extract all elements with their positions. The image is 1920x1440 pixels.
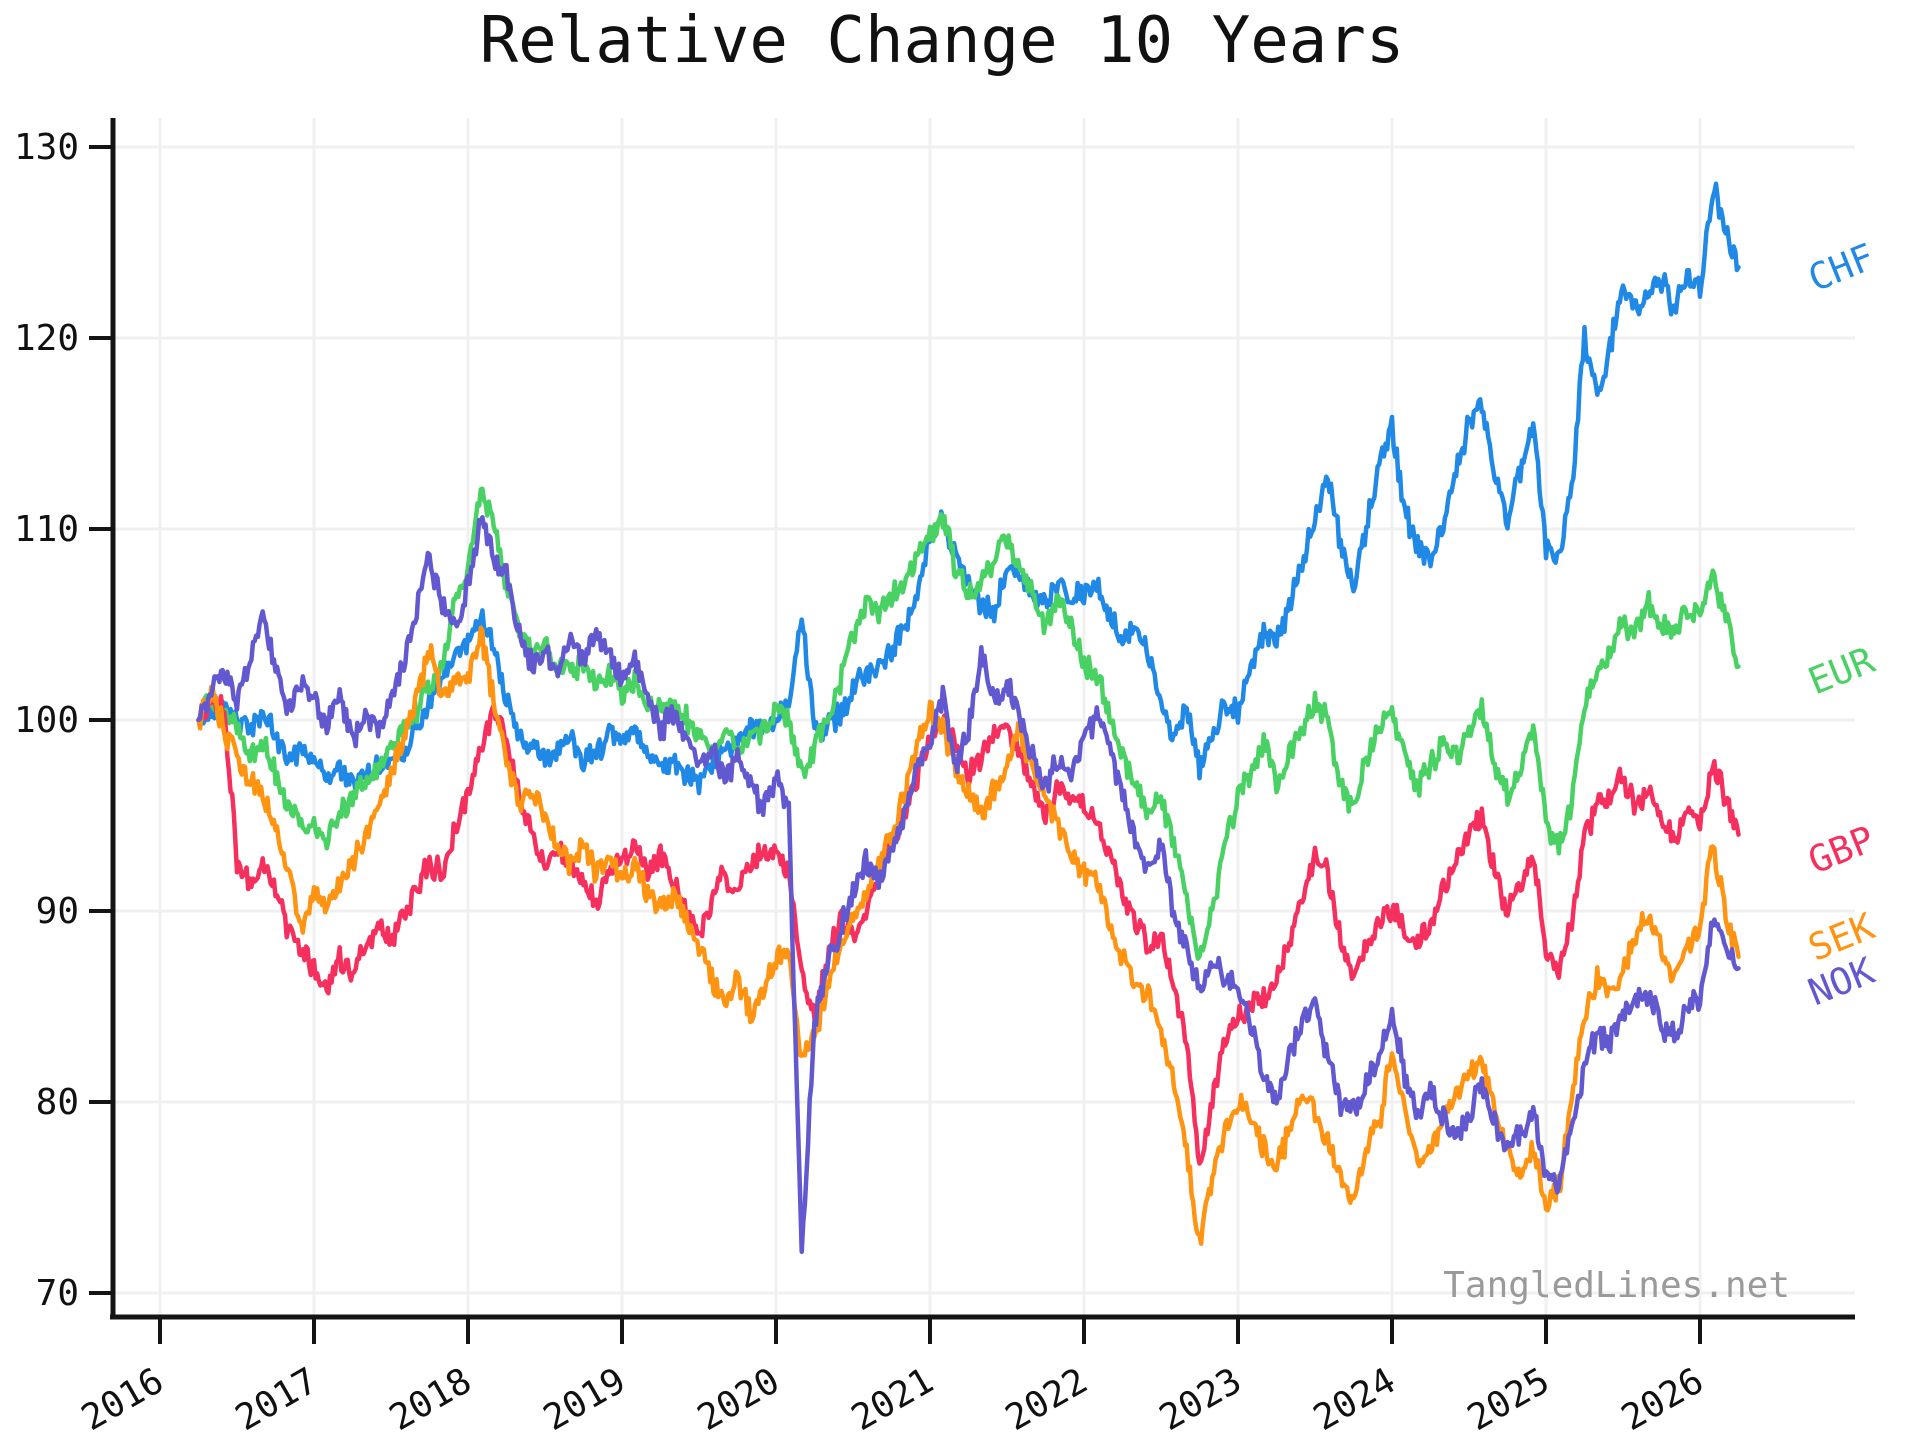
- series-line-EUR: [196, 486, 1741, 961]
- x-tick-label: 2021: [845, 1360, 941, 1439]
- series-layer: [196, 181, 1741, 1254]
- x-tick-label: 2022: [999, 1360, 1095, 1439]
- series-label-EUR: EUR: [1802, 638, 1881, 703]
- x-tick-label: 2019: [537, 1360, 633, 1439]
- series-line-GBP: [196, 693, 1741, 1166]
- y-tick-label: 90: [36, 891, 79, 932]
- series-line-CHF: [196, 181, 1741, 796]
- x-tick-label: 2026: [1615, 1360, 1711, 1439]
- x-tick-label: 2017: [229, 1360, 325, 1439]
- series-label-CHF: CHF: [1802, 235, 1880, 300]
- y-tick-label: 100: [14, 700, 79, 741]
- x-tick-label: 2018: [383, 1360, 479, 1439]
- series-line-SEK: [196, 625, 1741, 1246]
- x-tick-label: 2023: [1153, 1360, 1249, 1439]
- y-tick-label: 120: [14, 318, 79, 359]
- y-tick-label: 130: [14, 127, 79, 168]
- y-tick-label: 110: [14, 509, 79, 550]
- chart-title: Relative Change 10 Years: [480, 4, 1405, 78]
- watermark: TangledLines.net: [1443, 1265, 1790, 1306]
- x-tick-label: 2024: [1307, 1360, 1403, 1439]
- x-tick-label: 2016: [75, 1360, 171, 1439]
- series-label-GBP: GBP: [1802, 818, 1880, 883]
- x-tick-label: 2025: [1461, 1360, 1557, 1439]
- x-tick-label: 2020: [691, 1360, 787, 1439]
- series-line-NOK: [196, 515, 1741, 1254]
- axes-layer: 70 80 90 100 110 120 130 2016 2017 2018 2019 2020 20…: [14, 118, 1855, 1439]
- y-tick-label: 70: [36, 1273, 79, 1314]
- y-tick-label: 80: [36, 1082, 79, 1123]
